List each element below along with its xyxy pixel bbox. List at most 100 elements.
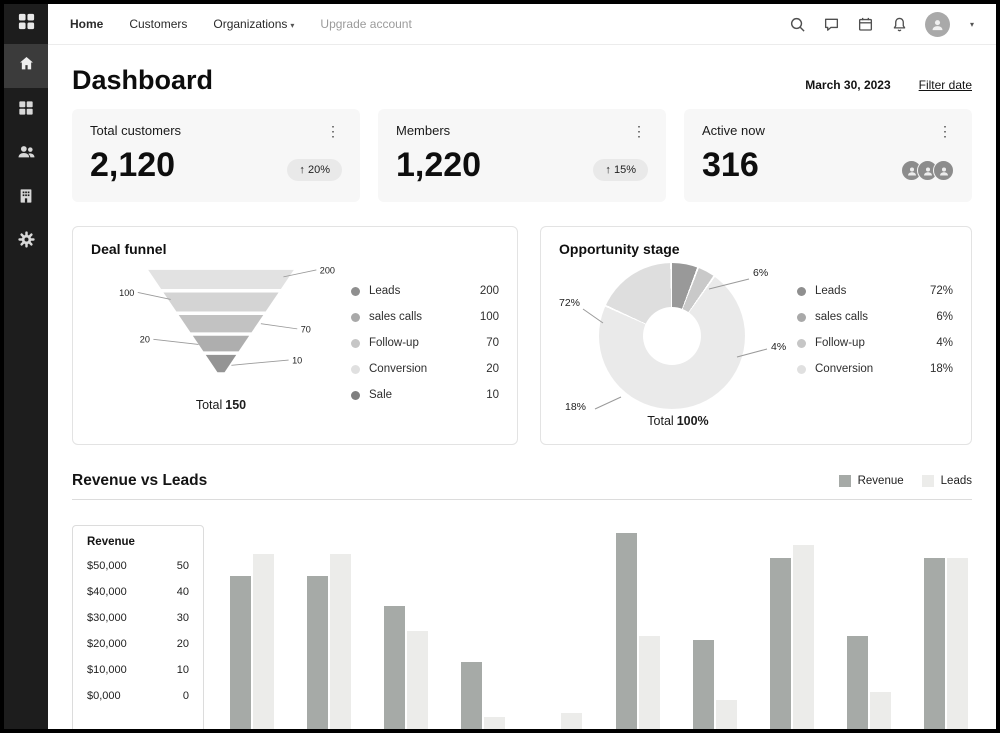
charts-row: Deal funnel bbox=[72, 226, 972, 445]
funnel-label-sales-calls: 100 bbox=[119, 288, 134, 298]
kebab-menu-icon[interactable]: ⋮ bbox=[326, 122, 340, 139]
active-user-avatars bbox=[901, 160, 954, 181]
revenue-vs-leads-header: Revenue vs Leads Revenue Leads bbox=[72, 472, 972, 490]
legend-dot bbox=[351, 312, 360, 322]
page-title: Dashboard bbox=[72, 65, 214, 95]
sidebar-item-organizations[interactable] bbox=[4, 176, 48, 220]
legend-dot bbox=[351, 338, 360, 348]
change-badge: ↑ 15% bbox=[593, 159, 648, 181]
nav-actions: ▾ bbox=[789, 11, 974, 37]
building-icon bbox=[17, 187, 35, 210]
legend-item-leads: Leads bbox=[921, 475, 972, 487]
section-title: Revenue vs Leads bbox=[72, 472, 208, 489]
leads-bar bbox=[946, 558, 968, 729]
page-header: Dashboard March 30, 2023 Filter date bbox=[72, 65, 972, 96]
nav-link-home[interactable]: Home bbox=[70, 17, 104, 31]
funnel-label-follow-up: 70 bbox=[301, 324, 311, 334]
bar-group bbox=[769, 545, 814, 729]
search-icon[interactable] bbox=[789, 16, 806, 33]
kebab-menu-icon[interactable]: ⋮ bbox=[632, 122, 646, 139]
nav-link-upgrade-account[interactable]: Upgrade account bbox=[320, 17, 412, 31]
leads-bar bbox=[484, 717, 506, 729]
apps-icon bbox=[17, 99, 35, 122]
donut-label-conversion: 18% bbox=[565, 401, 587, 413]
main-column: Home Customers Organizations ▾ Upgrade ac… bbox=[48, 4, 996, 729]
dashboard-content: Dashboard March 30, 2023 Filter date Tot… bbox=[48, 45, 996, 729]
sidebar-item-settings[interactable] bbox=[4, 220, 48, 264]
legend-dot bbox=[351, 286, 360, 296]
stat-card-active-now: Active now ⋮ 316 bbox=[684, 109, 972, 202]
filter-date-link[interactable]: Filter date bbox=[918, 78, 972, 92]
donut-label-leads: 72% bbox=[559, 297, 581, 309]
nav-link-organizations[interactable]: Organizations ▾ bbox=[213, 17, 295, 31]
stat-title: Members bbox=[396, 123, 451, 138]
bar-group bbox=[692, 640, 737, 729]
legend-dot bbox=[351, 364, 360, 374]
revenue-bar bbox=[769, 558, 791, 729]
revenue-bar bbox=[384, 605, 406, 729]
y-axis-panel: Revenue $50,000 50 $40,000 40 $30,000 30 $2… bbox=[72, 525, 204, 729]
leads-bar bbox=[869, 691, 891, 729]
bar-group bbox=[538, 713, 583, 729]
leads-bar bbox=[330, 554, 352, 729]
revenue-bar bbox=[307, 575, 329, 729]
funnel-label-leads: 200 bbox=[320, 265, 335, 275]
bars-plot bbox=[230, 525, 968, 729]
legend-item: Sale 10 bbox=[351, 389, 499, 401]
chevron-down-icon: ▾ bbox=[290, 21, 295, 30]
sidebar-item-home[interactable] bbox=[4, 44, 48, 88]
axis-row: $10,000 10 bbox=[87, 664, 189, 676]
legend-item: Follow-up 70 bbox=[351, 337, 499, 349]
funnel-label-conversion: 20 bbox=[140, 335, 150, 345]
revenue-bar bbox=[230, 575, 251, 729]
leads-bar bbox=[638, 635, 660, 729]
bar-chart-area: Revenue $50,000 50 $40,000 40 $30,000 30 $2… bbox=[72, 525, 972, 729]
bar-group bbox=[384, 605, 429, 729]
stat-title: Total customers bbox=[90, 123, 182, 138]
legend-item: Conversion 20 bbox=[351, 363, 499, 375]
funnel-total: Total 150 bbox=[195, 398, 247, 412]
legend-dot bbox=[351, 390, 360, 400]
stat-title: Active now bbox=[702, 123, 765, 138]
bar-group bbox=[230, 554, 274, 729]
sidebar-item-dashboard[interactable] bbox=[4, 88, 48, 132]
gear-icon bbox=[17, 230, 36, 254]
revenue-bar bbox=[923, 558, 945, 729]
axis-row: $0,000 0 bbox=[87, 690, 189, 702]
axis-header: Revenue bbox=[87, 536, 135, 548]
bar-group bbox=[923, 558, 968, 729]
bar-group bbox=[846, 635, 891, 729]
avatar-chevron-down-icon[interactable]: ▾ bbox=[969, 19, 974, 29]
stat-card-members: Members ⋮ 1,220 ↑ 15% bbox=[378, 109, 666, 202]
stat-value: 2,120 bbox=[90, 146, 176, 184]
leads-bar bbox=[407, 631, 429, 729]
home-icon bbox=[17, 54, 36, 78]
funnel-label-sale: 10 bbox=[292, 356, 302, 366]
top-nav: Home Customers Organizations ▾ Upgrade ac… bbox=[48, 4, 996, 45]
app-logo[interactable] bbox=[4, 4, 48, 44]
axis-row: $40,000 40 bbox=[87, 586, 189, 598]
bell-icon[interactable] bbox=[891, 16, 908, 33]
bar-chart-legend: Revenue Leads bbox=[838, 475, 972, 487]
legend-dot bbox=[797, 338, 806, 348]
section-divider bbox=[72, 499, 972, 500]
revenue-bar bbox=[846, 635, 868, 729]
sidebar-item-customers[interactable] bbox=[4, 132, 48, 176]
leads-bar bbox=[253, 554, 274, 729]
bar-group bbox=[615, 532, 660, 729]
donut-total: Total 100% bbox=[647, 414, 709, 428]
stat-value: 1,220 bbox=[396, 146, 482, 184]
calendar-icon[interactable] bbox=[857, 16, 874, 33]
user-avatar[interactable] bbox=[924, 11, 950, 37]
revenue-bar bbox=[461, 661, 483, 729]
legend-item-revenue: Revenue bbox=[838, 475, 904, 487]
legend-item: Follow-up 4% bbox=[797, 337, 953, 349]
funnel-chart: 200 100 70 20 10 Total 150 bbox=[91, 261, 351, 412]
nav-link-customers[interactable]: Customers bbox=[129, 17, 188, 31]
deal-funnel-card: Deal funnel bbox=[72, 226, 518, 445]
legend-item: sales calls 6% bbox=[797, 311, 953, 323]
axis-row: $30,000 30 bbox=[87, 612, 189, 624]
chat-icon[interactable] bbox=[823, 16, 840, 33]
kebab-menu-icon[interactable]: ⋮ bbox=[938, 122, 952, 139]
